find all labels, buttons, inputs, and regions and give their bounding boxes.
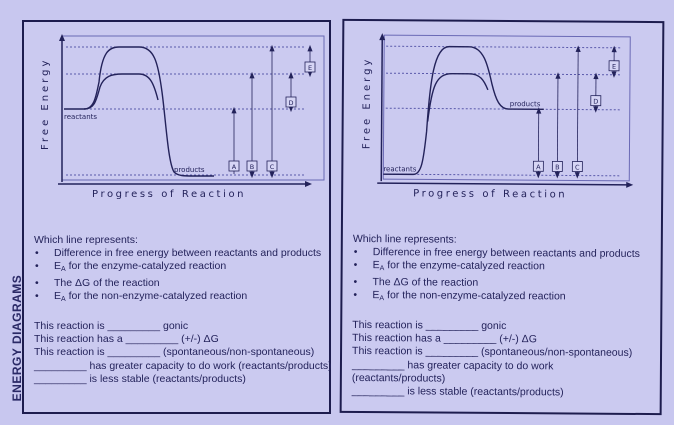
- endergonic-energy-diagram: reactants products A B C D E Free Energy…: [361, 33, 634, 200]
- exergonic-panel: reactants products A B C D E Free Energy…: [22, 20, 332, 414]
- y-axis-label: Free Energy: [361, 57, 373, 149]
- fill-in-line: _________ is less stable (reactants/prod…: [34, 372, 246, 385]
- fill-in-line: This reaction is _________ (spontaneous/…: [34, 346, 315, 359]
- box-label-c: C: [270, 163, 275, 171]
- box-label-c: C: [575, 164, 580, 172]
- box-label-e: E: [612, 63, 616, 71]
- questions-title: Which line represents:: [34, 234, 138, 246]
- question-item: EA for the enzyme-catalyzed reaction: [34, 260, 321, 276]
- fill-in-line: This reaction is _________ gonic: [34, 320, 189, 332]
- question-item: EA for the enzyme-catalyzed reaction: [353, 259, 640, 277]
- which-line-questions: Which line represents: Difference in fre…: [34, 234, 321, 306]
- products-label: products: [174, 166, 205, 174]
- fill-in-line: _________ has greater capacity to do wor…: [34, 359, 332, 372]
- question-item: EA for the non-enzyme-catalyzed reaction: [34, 290, 321, 306]
- question-item: The ΔG of the reaction: [34, 277, 321, 290]
- endergonic-panel: reactants products A B C D E Free Energy…: [339, 18, 665, 416]
- box-label-d: D: [288, 99, 293, 107]
- box-label-b: B: [555, 163, 560, 171]
- fill-in-line: This reaction has a _________ (+/-) ΔG: [34, 333, 219, 346]
- box-label-b: B: [250, 163, 254, 171]
- box-label-a: A: [536, 163, 541, 171]
- box-label-e: E: [308, 64, 312, 72]
- x-axis-label: Progress of Reaction: [92, 189, 246, 200]
- y-axis-label: Free Energy: [40, 58, 51, 150]
- exergonic-energy-diagram: reactants products A B C D E Free Energy…: [40, 34, 325, 200]
- fill-in-line: _________ is less stable (reactants/prod…: [351, 384, 564, 399]
- products-label: products: [510, 100, 541, 108]
- x-axis-label: Progress of Reaction: [413, 188, 567, 200]
- reactants-label: reactants: [383, 165, 416, 173]
- question-item: Difference in free energy between reacta…: [34, 247, 321, 260]
- box-label-a: A: [232, 163, 237, 171]
- question-item: EA for the non-enzyme-catalyzed reaction: [352, 289, 639, 307]
- fill-in-statements: This reaction is _________ gonic This re…: [352, 319, 633, 400]
- box-label-d: D: [593, 98, 598, 106]
- which-line-questions: Which line represents: Difference in fre…: [352, 233, 640, 307]
- reactants-label: reactants: [64, 113, 97, 121]
- fill-in-statements: This reaction is _________ gonic This re…: [34, 320, 332, 386]
